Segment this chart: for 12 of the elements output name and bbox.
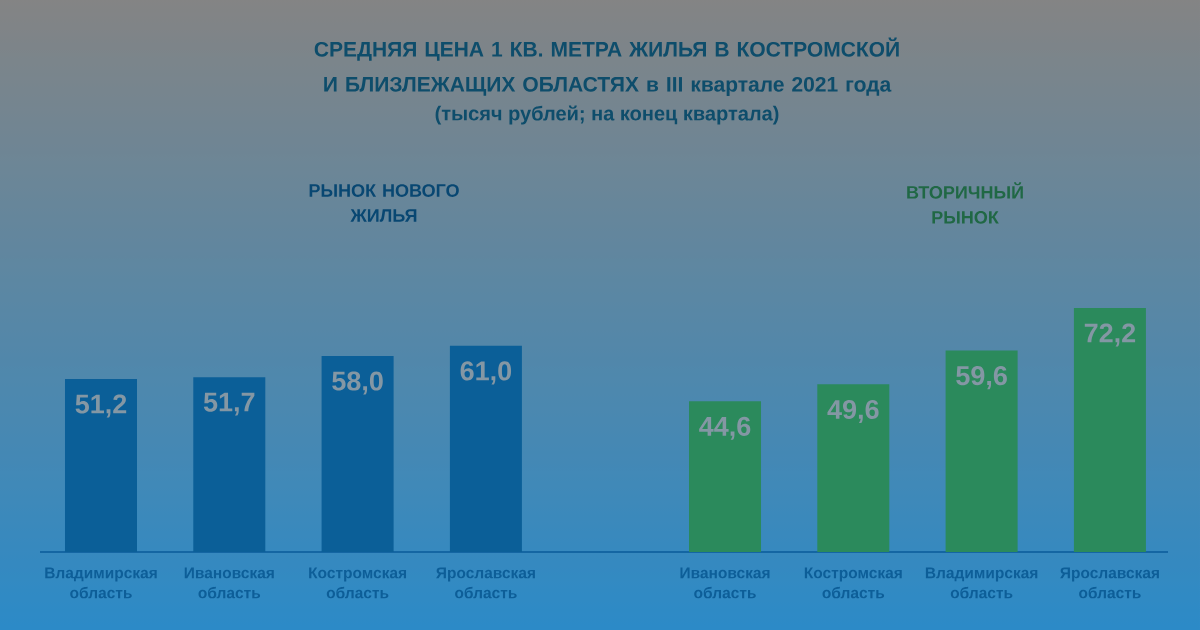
data-label: 44,6 bbox=[699, 416, 751, 440]
text: РЫНОК НОВОГО ЖИЛЬЯ bbox=[309, 184, 459, 222]
chart-title: СРЕДНЯЯ ЦЕНА 1 КВ. МЕТРА ЖИЛЬЯ В КОСТРОМСКОЙ И БЛИЗЛЕЖАЩИХ ОБЛАСТЯХ в III квартале 2021 года bbox=[314, 37, 899, 96]
data-label: 72,2 bbox=[1084, 323, 1136, 347]
data-label: 58,0 bbox=[332, 371, 383, 395]
data-label: 51,7 bbox=[203, 392, 255, 416]
data-label: 61,0 bbox=[460, 361, 512, 385]
data-label: 49,6 bbox=[827, 399, 879, 423]
text: ВТОРИЧНЫЙ РЫНОК bbox=[907, 182, 1023, 224]
data-label: 51,2 bbox=[75, 394, 127, 418]
data-label: 59,6 bbox=[956, 366, 1007, 390]
chart-subtitle: (тысяч рублей; на конец квартала) bbox=[435, 105, 779, 125]
